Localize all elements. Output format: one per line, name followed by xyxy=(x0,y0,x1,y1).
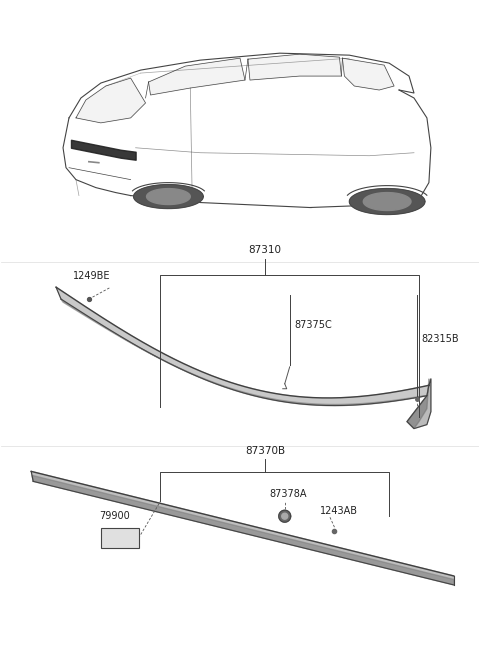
Polygon shape xyxy=(31,471,454,585)
Text: 1249BE: 1249BE xyxy=(73,271,110,281)
Polygon shape xyxy=(407,379,429,428)
Polygon shape xyxy=(76,78,145,123)
Polygon shape xyxy=(146,189,190,204)
Polygon shape xyxy=(148,58,245,95)
Polygon shape xyxy=(56,287,429,405)
Polygon shape xyxy=(282,513,288,519)
Polygon shape xyxy=(349,189,425,214)
Polygon shape xyxy=(407,379,431,428)
Polygon shape xyxy=(342,58,394,90)
Polygon shape xyxy=(32,476,454,585)
Polygon shape xyxy=(363,193,411,210)
Text: 82315B: 82315B xyxy=(421,334,458,344)
Polygon shape xyxy=(248,54,341,80)
Text: 1243AB: 1243AB xyxy=(320,506,358,516)
Text: 87375C: 87375C xyxy=(295,320,333,330)
Text: 79900: 79900 xyxy=(99,511,130,521)
Polygon shape xyxy=(133,185,203,208)
Polygon shape xyxy=(279,510,291,522)
Bar xyxy=(101,528,139,548)
Text: 87370B: 87370B xyxy=(245,447,285,457)
Polygon shape xyxy=(61,299,427,405)
Text: 87310: 87310 xyxy=(248,245,281,256)
Text: 87378A: 87378A xyxy=(270,489,307,499)
